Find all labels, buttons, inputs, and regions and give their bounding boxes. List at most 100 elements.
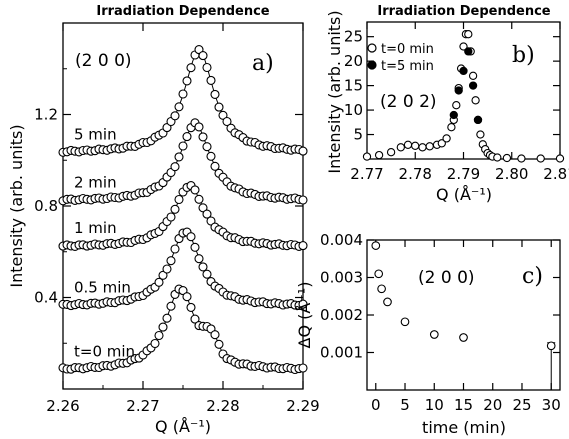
x-tick-label: 15 — [454, 396, 473, 414]
y-tick-label: 25 — [344, 28, 363, 46]
panel-c-xlabel: time (min) — [422, 418, 506, 437]
data-point-open — [452, 101, 461, 110]
data-point — [186, 232, 196, 242]
x-tick-label: 30 — [542, 396, 561, 414]
data-point — [170, 204, 180, 214]
data-point — [194, 254, 204, 264]
panel-c: 0 5 10 15 20 25 30 0.001 0.002 0.003 0.004 (2 0 0)… — [295, 231, 561, 437]
data-point-filled — [473, 115, 483, 125]
panel-b-ticks: 2.77 2.78 2.79 2.80 2.81 5 10 15 20 25 — [344, 22, 569, 183]
y-tick-label: 0.8 — [34, 197, 58, 215]
curve-label: 2 min — [74, 173, 117, 191]
data-point — [182, 76, 192, 86]
data-point — [371, 241, 381, 250]
curve-label: 1 min — [74, 219, 117, 237]
panel-c-ticks: 0 5 10 15 20 25 30 0.001 0.002 0.003 0.004 — [320, 231, 561, 414]
data-point — [170, 111, 180, 121]
data-point-open — [468, 71, 478, 80]
data-point — [210, 330, 220, 340]
data-point — [194, 194, 204, 204]
data-point — [298, 146, 308, 156]
panel-a-title: Irradiation Dependence — [96, 4, 269, 19]
y-tick-label: 10 — [344, 101, 363, 119]
x-tick-label: 2.81 — [543, 165, 569, 183]
data-point — [190, 185, 200, 195]
panel-c-annotation: (2 0 0) — [418, 268, 475, 288]
data-point — [178, 141, 188, 151]
data-point — [174, 102, 184, 112]
data-point — [222, 116, 232, 127]
data-point-open — [362, 152, 372, 161]
data-point — [198, 203, 208, 213]
panel-a-ylabel: Intensity (arb. units) — [7, 124, 26, 287]
data-point — [459, 333, 468, 342]
data-point — [166, 301, 176, 311]
legend-marker-open — [367, 43, 377, 53]
data-point-filled — [459, 66, 468, 76]
panel-a-xlabel: Q (Å⁻¹) — [155, 417, 211, 436]
data-point — [190, 314, 200, 324]
legend-label-t5: t=5 min — [381, 59, 434, 74]
data-point — [202, 269, 212, 279]
y-tick-label: 0.4 — [34, 289, 58, 307]
data-point — [186, 302, 196, 312]
data-point-open — [418, 143, 427, 152]
panel-a-curve-labels: t=0 min 0.5 min 1 min 2 min 5 min — [74, 125, 135, 360]
y-tick-label: 0.003 — [320, 269, 363, 287]
panel-c-label: c) — [522, 264, 543, 289]
data-point-open — [471, 96, 480, 105]
data-point — [194, 122, 204, 132]
panel-a-points — [58, 45, 308, 375]
curve-label: t=0 min — [74, 343, 135, 361]
panel-c-points — [371, 241, 556, 390]
curve-label: 5 min — [74, 125, 117, 143]
data-point-filled — [449, 110, 458, 120]
data-point — [174, 194, 184, 205]
x-tick-label: 2.28 — [206, 397, 239, 415]
data-point — [210, 161, 220, 171]
x-tick-label: 0 — [371, 396, 381, 414]
data-point — [214, 339, 224, 349]
data-point — [298, 299, 308, 309]
data-point — [154, 277, 164, 287]
x-tick-label: 5 — [400, 396, 410, 414]
panel-a-annotation: (2 0 0) — [75, 51, 132, 71]
data-point — [198, 51, 208, 61]
data-point — [182, 132, 192, 142]
data-point — [210, 89, 220, 99]
panel-a-frame — [62, 22, 304, 390]
data-point — [198, 262, 208, 272]
panel-b-points — [362, 30, 565, 163]
y-tick-label: 1.2 — [34, 106, 58, 124]
y-tick-label: 15 — [344, 77, 363, 95]
data-point — [546, 341, 556, 351]
panel-a: Irradiation Dependence 2.26 2.27 2.28 2.29 0… — [7, 4, 320, 436]
panel-b-legend: t=0 min t=5 min — [367, 42, 434, 74]
x-tick-label: 2.26 — [46, 397, 79, 415]
x-tick-label: 10 — [425, 396, 444, 414]
data-point — [377, 284, 386, 294]
data-point-open — [437, 139, 446, 148]
legend-marker-filled — [367, 60, 377, 70]
data-point-open — [493, 153, 502, 162]
data-point — [190, 242, 200, 252]
data-point-open — [447, 123, 456, 132]
data-point-open — [555, 154, 565, 163]
data-point-open — [403, 140, 413, 149]
panel-b-title: Irradiation Dependence — [377, 4, 550, 19]
x-tick-label: 2.77 — [350, 165, 383, 183]
data-point — [202, 209, 212, 219]
data-point-filled — [454, 86, 463, 95]
data-point-open — [536, 154, 545, 163]
panel-c-frame — [366, 239, 561, 391]
data-point — [298, 363, 308, 373]
data-point-open — [425, 142, 434, 151]
data-point-filled — [464, 47, 473, 56]
data-point — [166, 212, 176, 222]
data-point — [182, 292, 192, 302]
data-point-open — [386, 148, 396, 157]
panel-b-ylabel: Intensity (arb. units) — [325, 10, 344, 173]
data-point — [198, 132, 208, 142]
data-point-open — [502, 153, 512, 163]
x-tick-label: 2.29 — [286, 397, 319, 415]
